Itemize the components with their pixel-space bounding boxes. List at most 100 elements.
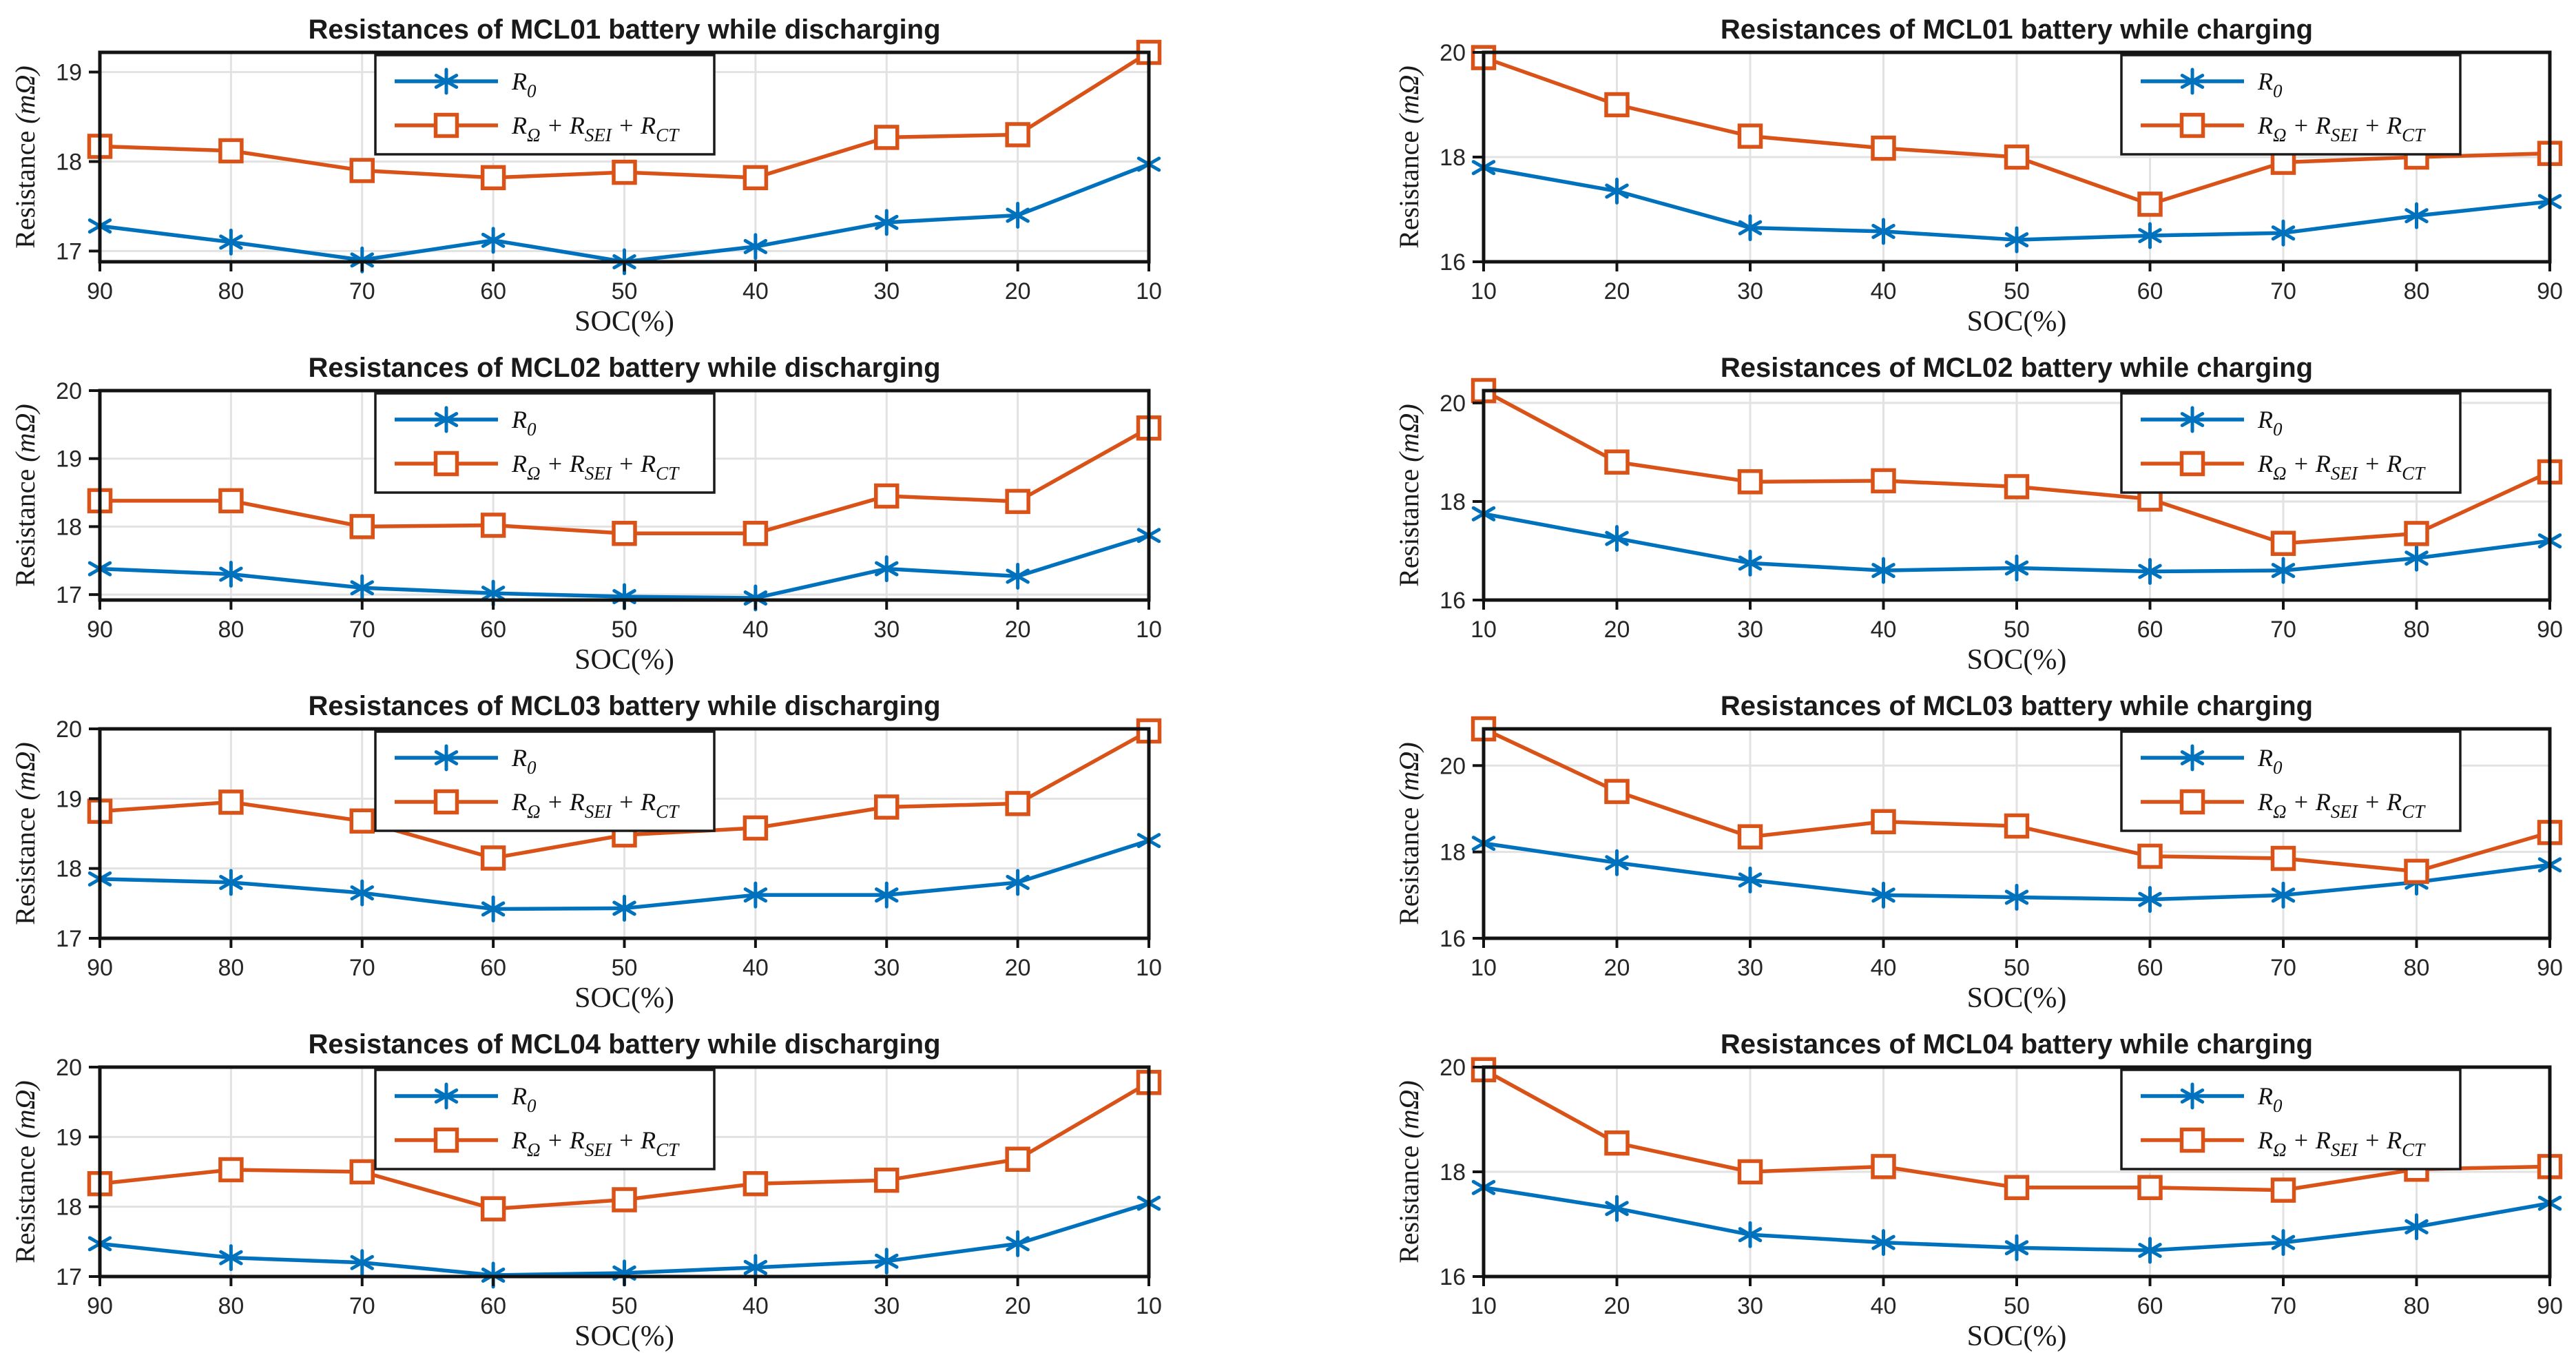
legend: R0 RΩ + RSEI + RCT	[374, 1068, 716, 1170]
asterisk-marker	[1605, 855, 1629, 871]
square-marker	[1737, 469, 1763, 495]
x-tick-label: 90	[2537, 278, 2563, 304]
y-tick-label: 17	[56, 238, 82, 265]
x-tick-label: 90	[87, 1293, 113, 1319]
x-tick-label: 30	[873, 1293, 900, 1319]
asterisk-marker	[2180, 1088, 2205, 1104]
x-tick-label: 20	[1005, 617, 1031, 643]
x-tick-label: 90	[2537, 1293, 2563, 1319]
subplot-mcl02-discharging: 90 80 70 60 50 40 30 20 10 17 18 19 20 Resistances of…	[0, 338, 1288, 676]
x-tick-label: 80	[218, 1293, 244, 1319]
x-tick-label: 40	[1871, 617, 1897, 643]
series-rtotal	[87, 415, 1162, 546]
tick-marks	[1473, 764, 2551, 948]
legend-label-rtotal: RΩ + RSEI + RCT	[2257, 450, 2426, 484]
asterisk-marker	[743, 887, 768, 903]
x-tick-label: 10	[1136, 1293, 1162, 1319]
chart-mcl01-charging: 10 20 30 40 50 60 70 80 90 16 18 20 Resistances of M…	[1393, 14, 2563, 338]
asterisk-marker	[2180, 412, 2205, 427]
tick-marks	[1473, 401, 2551, 610]
asterisk-marker	[2404, 550, 2429, 566]
subplot-mcl01-charging: 10 20 30 40 50 60 70 80 90 16 18 20 Resistances of M…	[1288, 0, 2576, 338]
x-tick-label: 40	[1871, 278, 1897, 304]
x-tick-label: 50	[2004, 1293, 2030, 1319]
asterisk-marker	[1871, 223, 1895, 239]
legend-label-r0: R0	[511, 68, 537, 101]
legend-label-rtotal: RΩ + RSEI + RCT	[511, 788, 680, 822]
x-axis-label: SOC(%)	[574, 644, 674, 676]
y-axis-label: Resistance (mΩ)	[1393, 65, 1424, 249]
square-marker	[742, 165, 769, 191]
x-tick-label: 70	[2270, 955, 2296, 981]
y-tick-label: 18	[1440, 1159, 1466, 1186]
square-marker	[2137, 843, 2163, 869]
x-tick-label: 90	[2537, 955, 2563, 981]
x-tick-label: 60	[480, 278, 506, 304]
series-r0	[87, 827, 1161, 922]
x-tick-label: 50	[2004, 955, 2030, 981]
square-marker	[2270, 845, 2296, 871]
square-marker	[742, 1170, 769, 1197]
asterisk-marker	[1738, 1227, 1763, 1243]
x-axis-label: SOC(%)	[574, 306, 674, 338]
asterisk-marker	[1006, 1236, 1030, 1252]
square-marker	[480, 845, 506, 871]
x-tick-label: 40	[742, 1293, 769, 1319]
legend-box	[2120, 54, 2462, 156]
y-tick-label: 19	[56, 60, 82, 86]
legend-label-r0: R0	[2257, 406, 2283, 440]
x-tick-label: 30	[873, 617, 900, 643]
legend: R0 RΩ + RSEI + RCT	[374, 730, 716, 832]
x-tick-label: 80	[2404, 1293, 2430, 1319]
legend: R0 RΩ + RSEI + RCT	[374, 392, 716, 494]
square-marker	[1737, 123, 1763, 149]
asterisk-marker	[612, 900, 636, 916]
legend-box	[374, 730, 716, 832]
legend-label-rtotal: RΩ + RSEI + RCT	[2257, 788, 2426, 822]
x-tick-label: 70	[349, 955, 375, 981]
legend-label-r0: R0	[2257, 68, 2283, 101]
asterisk-marker	[1738, 220, 1763, 236]
y-tick-label: 20	[56, 378, 82, 404]
legend-box	[374, 54, 716, 156]
tick-marks	[89, 727, 1150, 948]
asterisk-marker	[2271, 563, 2296, 579]
x-tick-label: 80	[218, 955, 244, 981]
x-tick-label: 90	[87, 278, 113, 304]
x-axis-label: SOC(%)	[1967, 1321, 2067, 1352]
asterisk-marker	[875, 1253, 899, 1269]
square-marker	[2004, 474, 2030, 499]
x-tick-label: 40	[742, 955, 769, 981]
y-tick-label: 20	[1440, 40, 1466, 66]
asterisk-marker	[2138, 228, 2162, 243]
x-axis-label: SOC(%)	[574, 982, 674, 1014]
square-marker	[1604, 1130, 1630, 1156]
chart-mcl01-discharging: 90 80 70 60 50 40 30 20 10 17 18 19 Resistances of M…	[10, 14, 1162, 338]
x-tick-label: 80	[2404, 955, 2430, 981]
square-marker	[1604, 449, 1630, 475]
x-tick-label: 70	[2270, 278, 2296, 304]
asterisk-marker	[743, 238, 768, 254]
y-tick-label: 18	[56, 149, 82, 175]
x-tick-label: 70	[2270, 1293, 2296, 1319]
asterisk-marker	[1006, 207, 1030, 223]
x-tick-label: 80	[218, 617, 244, 643]
asterisk-marker	[2180, 750, 2205, 765]
square-marker	[2179, 112, 2205, 138]
chart-title: Resistances of MCL03 battery while disch…	[308, 691, 940, 721]
x-tick-label: 10	[1471, 1293, 1497, 1319]
y-axis-label: Resistance (mΩ)	[10, 404, 41, 587]
x-tick-label: 30	[1737, 955, 1763, 981]
tick-marks	[1473, 51, 2551, 271]
y-tick-label: 18	[1440, 840, 1466, 866]
square-marker	[349, 1159, 375, 1185]
asterisk-marker	[2404, 1219, 2429, 1235]
x-axis-label: SOC(%)	[1967, 644, 2067, 676]
legend: R0 RΩ + RSEI + RCT	[2120, 730, 2462, 832]
x-tick-label: 70	[349, 617, 375, 643]
y-tick-label: 17	[56, 582, 82, 608]
y-axis-label: Resistance (mΩ)	[10, 1080, 41, 1263]
asterisk-marker	[1605, 183, 1629, 199]
asterisk-marker	[350, 885, 374, 901]
subplot-mcl02-charging: 10 20 30 40 50 60 70 80 90 16 18 20 Resistances of M…	[1288, 338, 2576, 676]
